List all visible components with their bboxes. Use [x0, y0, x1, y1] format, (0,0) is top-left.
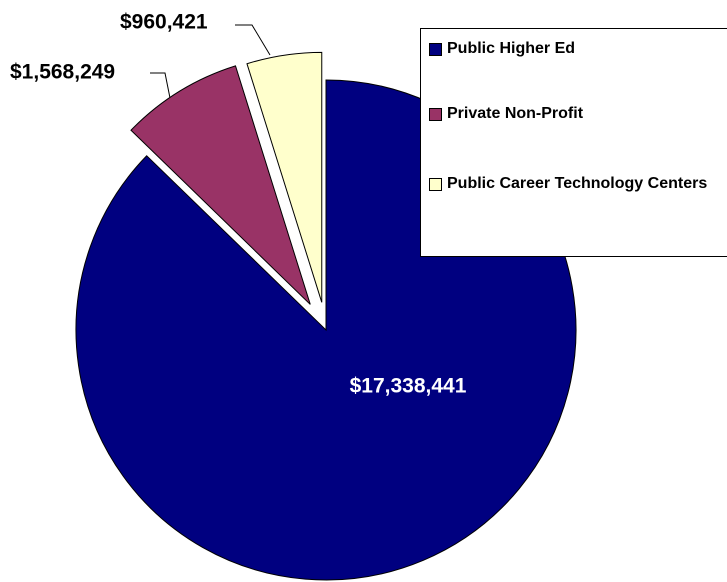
leader-line: [150, 72, 173, 109]
data-label: $960,421: [120, 11, 208, 34]
legend-label: Private Non-Profit: [447, 105, 584, 122]
data-label: $17,338,441: [350, 375, 467, 398]
legend-swatch: [429, 108, 442, 121]
legend-label: Public Higher Ed: [447, 40, 576, 57]
data-label: $1,568,249: [10, 61, 115, 84]
pie-slice: [246, 51, 323, 303]
legend-swatch: [429, 178, 442, 191]
legend-label: Public Career Technology Centers: [447, 175, 708, 192]
legend: Public Higher Ed Private Non-Profit Public…: [420, 28, 727, 257]
legend-swatch: [429, 43, 442, 56]
leader-line: [235, 24, 271, 56]
pie-slice: [130, 65, 311, 305]
